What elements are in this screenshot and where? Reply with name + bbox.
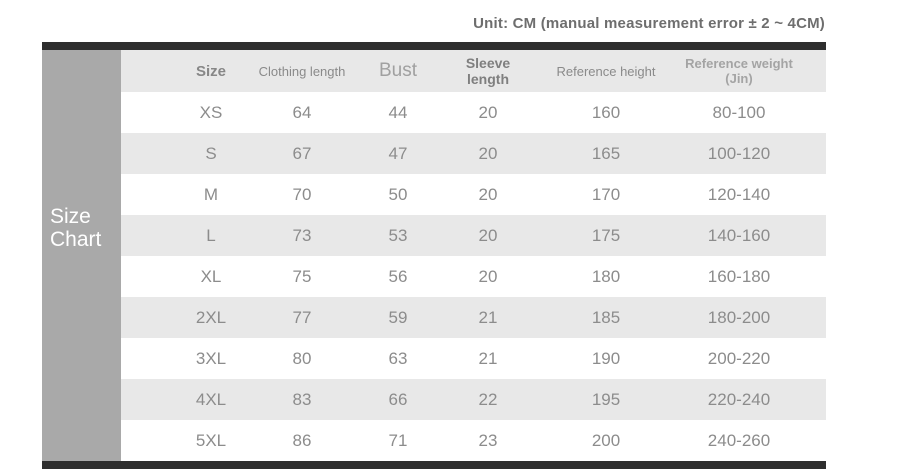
size-chart-sidebar: Size Chart [42,50,121,461]
table-row: 3XL 80 63 21 190 200-220 [121,338,826,379]
table-cell-reference-weight: 80-100 [712,102,766,122]
table-cell-clothing-length: 64 [292,102,312,122]
table-cell-size: XS [199,102,223,122]
sidebar-size-chart-label: Size Chart [50,205,121,251]
table-cell-clothing-length: 70 [292,184,312,204]
table-cell-size: 4XL [195,389,227,409]
table-cell-sleeve-length: 21 [478,348,498,368]
sidebar-label-line1: Size [50,204,91,228]
table-cell-sleeve-length: 20 [478,143,498,163]
table-cell-size: S [205,143,217,163]
table-header-row: Size Clothing length Bust Sleeve length … [121,50,826,92]
table-cell-bust: 63 [388,348,408,368]
table-cell-sleeve-length: 22 [478,389,498,409]
table-cell-clothing-length: 73 [292,225,312,245]
table-cell-size: XL [200,266,222,286]
table-cell-reference-weight: 100-120 [707,143,771,163]
column-header-size: Size [195,62,226,80]
reference-weight-label: Reference weight [685,56,793,71]
column-header-bust: Bust [378,60,418,81]
top-bar [42,42,826,50]
table-row: XS 64 44 20 160 80-100 [121,92,826,133]
table-cell-sleeve-length: 20 [478,266,498,286]
size-table: Size Clothing length Bust Sleeve length … [121,50,826,461]
table-cell-clothing-length: 86 [292,430,312,450]
table-row: L 73 53 20 175 140-160 [121,215,826,256]
unit-note: Unit: CM (manual measurement error ± 2 ~… [473,15,825,32]
size-chart-panel: Size Chart Size Clothing length Bust Sle… [42,42,826,469]
table-cell-sleeve-length: 20 [478,102,498,122]
table-cell-bust: 53 [388,225,408,245]
table-cell-size: 2XL [195,307,227,327]
table-cell-bust: 56 [388,266,408,286]
table-cell-bust: 44 [388,102,408,122]
table-cell-sleeve-length: 20 [478,184,498,204]
table-row: S 67 47 20 165 100-120 [121,133,826,174]
table-cell-clothing-length: 67 [292,143,312,163]
table-cell-bust: 71 [388,430,408,450]
column-header-reference-height: Reference height [556,63,656,79]
table-cell-bust: 59 [388,307,408,327]
table-cell-clothing-length: 77 [292,307,312,327]
table-row: M 70 50 20 170 120-140 [121,174,826,215]
table-cell-reference-weight: 160-180 [707,266,771,286]
table-cell-reference-weight: 120-140 [707,184,771,204]
table-cell-reference-weight: 200-220 [707,348,771,368]
table-row: XL 75 56 20 180 160-180 [121,256,826,297]
reference-weight-unit: (Jin) [725,71,753,86]
table-cell-size: 3XL [195,348,227,368]
table-cell-size: 5XL [195,430,227,450]
table-cell-reference-height: 175 [591,225,621,245]
table-cell-reference-height: 185 [591,307,621,327]
table-cell-sleeve-length: 21 [478,307,498,327]
table-row: 2XL 77 59 21 185 180-200 [121,297,826,338]
column-header-sleeve-length: Sleeve length [465,55,511,87]
table-cell-reference-weight: 240-260 [707,430,771,450]
column-header-clothing-length: Clothing length [258,63,346,79]
table-cell-bust: 66 [388,389,408,409]
bottom-bar [42,461,826,469]
table-cell-clothing-length: 83 [292,389,312,409]
table-cell-size: M [203,184,219,204]
table-cell-clothing-length: 75 [292,266,312,286]
sidebar-label-line2: Chart [50,227,102,251]
table-cell-bust: 47 [388,143,408,163]
table-cell-reference-height: 165 [591,143,621,163]
table-cell-reference-height: 170 [591,184,621,204]
table-cell-reference-height: 190 [591,348,621,368]
table-cell-reference-weight: 180-200 [707,307,771,327]
column-header-reference-weight: Reference weight (Jin) [681,50,826,92]
table-cell-reference-height: 195 [591,389,621,409]
table-cell-reference-weight: 140-160 [707,225,771,245]
table-row: 5XL 86 71 23 200 240-260 [121,420,826,461]
table-body: XS 64 44 20 160 80-100 S 67 47 20 165 10… [121,92,826,461]
table-row: 4XL 83 66 22 195 220-240 [121,379,826,420]
table-cell-reference-height: 200 [591,430,621,450]
table-cell-reference-height: 160 [591,102,621,122]
table-cell-bust: 50 [388,184,408,204]
table-cell-sleeve-length: 23 [478,430,498,450]
table-cell-reference-weight: 220-240 [707,389,771,409]
table-cell-size: L [206,225,216,245]
table-cell-reference-height: 180 [591,266,621,286]
table-cell-sleeve-length: 20 [478,225,498,245]
table-cell-clothing-length: 80 [292,348,312,368]
